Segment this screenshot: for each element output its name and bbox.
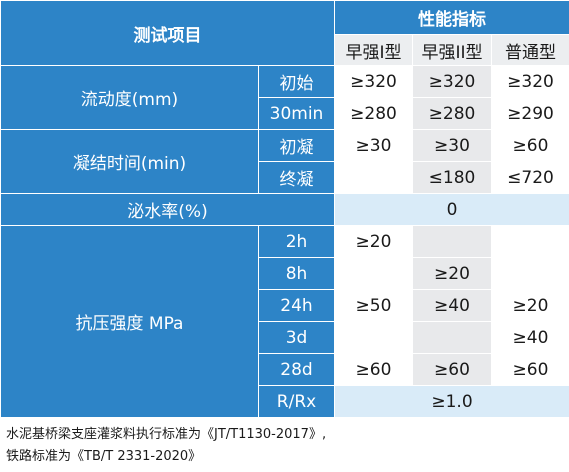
row-label-fluidity: 流动度(mm)	[0, 65, 259, 130]
cell: ≥60	[491, 353, 569, 386]
bleeding-value: 0	[334, 193, 569, 226]
row-label-bleeding: 泌水率(%)	[0, 193, 335, 226]
cell	[334, 257, 413, 290]
row-label-compressive-strength: 抗压强度 MPa	[0, 225, 259, 418]
cell	[412, 321, 492, 354]
cell: ≥40	[412, 289, 492, 322]
header-performance: 性能指标	[334, 0, 569, 35]
cell: ≥290	[491, 97, 569, 130]
cell: ≥320	[412, 65, 492, 98]
cell: ≥30	[334, 129, 413, 162]
cell	[334, 161, 413, 194]
sub-label-8h: 8h	[258, 257, 335, 290]
cell: ≥320	[491, 65, 569, 98]
sub-label-initial: 初始	[258, 65, 335, 98]
note-line-1: 水泥基桥梁支座灌浆料执行标准为《JT/T1130-2017》,	[6, 427, 327, 442]
cell: ≤180	[412, 161, 492, 194]
cell: ≥20	[334, 225, 413, 258]
sub-label-3d: 3d	[258, 321, 335, 354]
cell	[412, 225, 492, 258]
cell: ≥30	[412, 129, 492, 162]
cell: ≥20	[412, 257, 492, 290]
sub-label-ratio: R/Rx	[258, 385, 335, 418]
cell: ≥60	[334, 353, 413, 386]
sub-label-2h: 2h	[258, 225, 335, 258]
ratio-value: ≥1.0	[334, 385, 569, 418]
sub-label-24h: 24h	[258, 289, 335, 322]
cell	[491, 225, 569, 258]
cell	[334, 321, 413, 354]
sub-label-initial-set: 初凝	[258, 129, 335, 162]
cell: ≥320	[334, 65, 413, 98]
cell: ≥280	[412, 97, 492, 130]
row-label-setting-time: 凝结时间(min)	[0, 129, 259, 194]
type-early-strength-2: 早强II型	[412, 34, 492, 66]
sub-label-30min: 30min	[258, 97, 335, 130]
sub-label-final-set: 终凝	[258, 161, 335, 194]
header-test-items: 测试项目	[0, 0, 335, 66]
cell: ≥40	[491, 321, 569, 354]
spec-table: 测试项目 性能指标 早强I型 早强II型 普通型 流动度(mm) 初始 ≥320…	[0, 0, 569, 418]
type-early-strength-1: 早强I型	[334, 34, 413, 66]
cell: ≥20	[491, 289, 569, 322]
cell	[491, 257, 569, 290]
sub-label-28d: 28d	[258, 353, 335, 386]
cell: ≥60	[412, 353, 492, 386]
cell: ≤720	[491, 161, 569, 194]
cell: ≥60	[491, 129, 569, 162]
note-line-2: 铁路标准为《TB/T 2331-2020》	[6, 449, 202, 464]
type-normal: 普通型	[491, 34, 569, 66]
cell: ≥280	[334, 97, 413, 130]
cell: ≥50	[334, 289, 413, 322]
standard-note: 水泥基桥梁支座灌浆料执行标准为《JT/T1130-2017》, 铁路标准为《TB…	[6, 424, 326, 468]
